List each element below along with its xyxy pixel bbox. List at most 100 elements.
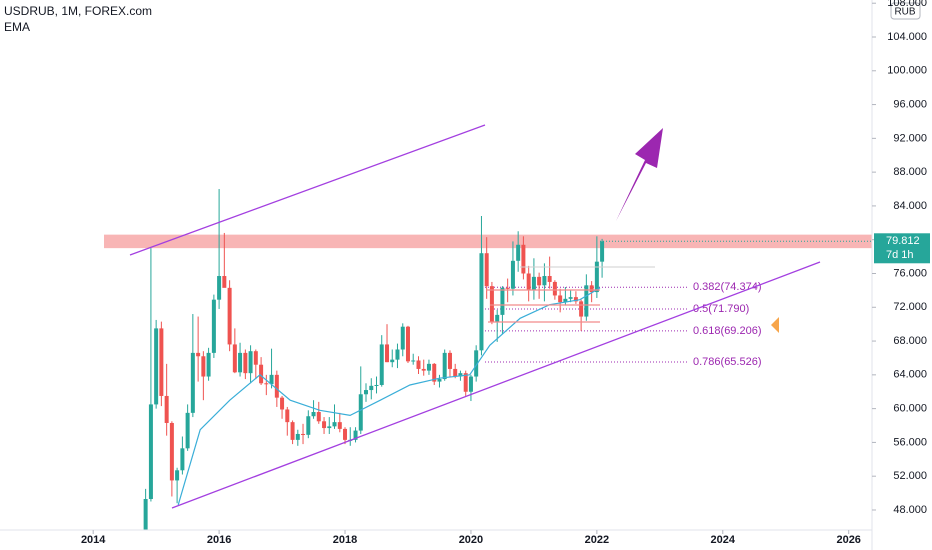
candle-body bbox=[542, 276, 547, 286]
candle-body bbox=[405, 326, 410, 362]
candle-body bbox=[363, 390, 368, 395]
candle-body bbox=[301, 433, 306, 435]
chart-title: USDRUB, 1M, FOREX.com bbox=[4, 4, 152, 18]
candle-body bbox=[269, 374, 274, 385]
candle-body bbox=[573, 297, 578, 302]
y-tick-label: 104.000 bbox=[887, 31, 927, 43]
candle-body bbox=[306, 416, 311, 435]
candle-body bbox=[264, 383, 269, 385]
candle-body bbox=[175, 470, 180, 481]
candle-body bbox=[416, 360, 421, 369]
candle-body bbox=[600, 241, 605, 262]
candle-body bbox=[222, 276, 227, 288]
candle-body bbox=[385, 344, 390, 363]
y-tick-label: 96.000 bbox=[893, 98, 927, 110]
candle-body bbox=[374, 384, 379, 386]
candle-body bbox=[154, 328, 159, 405]
candle-body bbox=[568, 297, 573, 299]
candle-body bbox=[437, 379, 442, 382]
trend-line bbox=[171, 261, 821, 509]
candle-body bbox=[280, 397, 285, 410]
fib-label: 0.786(65.526) bbox=[693, 356, 762, 368]
candle-body bbox=[390, 359, 395, 363]
y-tick-label: 48.000 bbox=[893, 504, 927, 516]
arrow bbox=[616, 128, 663, 221]
candle-body bbox=[447, 352, 452, 369]
candle-body bbox=[201, 356, 206, 377]
fib-label: 0.618(69.206) bbox=[693, 325, 762, 337]
candle-body bbox=[379, 344, 384, 385]
candle-body bbox=[248, 351, 253, 374]
candle-body bbox=[169, 422, 174, 481]
candle-body bbox=[232, 344, 237, 373]
candle-body bbox=[510, 260, 515, 289]
x-tick-label: 2014 bbox=[81, 534, 106, 546]
candle-body bbox=[243, 352, 248, 374]
x-tick-label: 2026 bbox=[836, 534, 860, 546]
candle-body bbox=[337, 422, 342, 429]
fib-label: 0.382(74.374) bbox=[693, 281, 762, 293]
y-tick-label: 64.000 bbox=[893, 369, 927, 381]
y-tick-label: 100.000 bbox=[887, 65, 927, 77]
candle-body bbox=[311, 412, 316, 417]
candle-body bbox=[316, 412, 321, 422]
candle-body bbox=[474, 350, 479, 377]
candle-body bbox=[426, 363, 431, 371]
x-tick-label: 2024 bbox=[711, 534, 736, 546]
candle-body bbox=[495, 314, 500, 323]
candle-body bbox=[400, 326, 405, 350]
countdown-label: 7d 1h bbox=[886, 249, 914, 261]
y-tick-label: 92.000 bbox=[893, 132, 927, 144]
y-tick-label: 76.000 bbox=[893, 267, 927, 279]
candle-body bbox=[211, 299, 216, 353]
candle-body bbox=[411, 360, 416, 362]
x-tick-label: 2020 bbox=[459, 534, 483, 546]
x-tick-label: 2022 bbox=[585, 534, 609, 546]
ema-line bbox=[177, 287, 601, 506]
candle-body bbox=[185, 412, 190, 449]
y-tick-label: 72.000 bbox=[893, 301, 927, 313]
candle-body bbox=[358, 394, 363, 431]
y-tick-label: 84.000 bbox=[893, 200, 927, 212]
y-tick-label: 56.000 bbox=[893, 436, 927, 448]
candle-body bbox=[322, 421, 327, 429]
candle-body bbox=[290, 422, 295, 440]
candle-body bbox=[259, 364, 264, 384]
candle-body bbox=[521, 244, 526, 274]
candle-body bbox=[343, 428, 348, 440]
marker bbox=[771, 317, 779, 333]
y-tick-label: 60.000 bbox=[893, 403, 927, 415]
resistance-zone bbox=[104, 234, 872, 249]
candle-body bbox=[327, 426, 332, 429]
candle-body bbox=[584, 285, 589, 317]
candle-body bbox=[516, 244, 521, 261]
candle-body bbox=[227, 287, 232, 345]
candle-body bbox=[526, 273, 531, 291]
y-tick-label: 52.000 bbox=[893, 470, 927, 482]
candle-body bbox=[563, 298, 568, 303]
candle-body bbox=[190, 352, 195, 413]
candle-body bbox=[484, 253, 489, 287]
candle-body bbox=[458, 373, 463, 377]
candle-body bbox=[180, 448, 185, 471]
candle-body bbox=[531, 276, 536, 291]
candle-body bbox=[148, 404, 153, 500]
candle-body bbox=[353, 430, 358, 440]
candle-body bbox=[558, 295, 563, 303]
candle-body bbox=[217, 276, 222, 300]
currency-label: RUB bbox=[894, 7, 915, 18]
plot-area: 0.382(74.374) 0.5(71.790) 0.618(69.206) 0.7… bbox=[104, 189, 872, 530]
candle-body bbox=[463, 373, 468, 392]
drawings bbox=[129, 124, 821, 509]
candle-body bbox=[453, 368, 458, 377]
candle-body bbox=[505, 287, 510, 289]
currency-box[interactable] bbox=[890, 2, 921, 20]
candle-body bbox=[479, 253, 484, 351]
y-tick-label: 88.000 bbox=[893, 166, 927, 178]
candle-body bbox=[369, 385, 374, 391]
last-price-label: 79.812 bbox=[886, 235, 920, 247]
candle-body bbox=[295, 433, 300, 440]
candle-body bbox=[143, 499, 148, 530]
x-tick-label: 2018 bbox=[333, 534, 357, 546]
